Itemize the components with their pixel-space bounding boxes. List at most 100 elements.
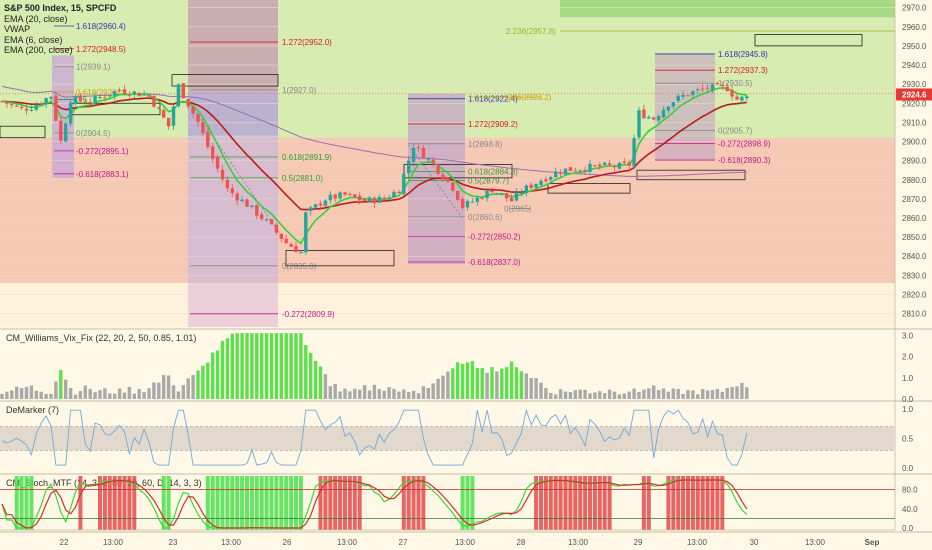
- stoch-signal-bar-69: [338, 476, 343, 530]
- price-tick-3: 2940.0: [902, 61, 927, 70]
- candle-body-92: [451, 182, 455, 191]
- stoch-signal-bar-132: [646, 476, 651, 530]
- candle-body-30: [147, 95, 151, 97]
- price-tick-1: 2960.0: [902, 23, 927, 32]
- vix-bar-152: [745, 387, 749, 399]
- vix-bar-43: [211, 352, 215, 399]
- vix-bar-126: [617, 394, 622, 399]
- vix-bar-46: [225, 338, 230, 399]
- price-tick-11: 2860.0: [902, 214, 927, 223]
- vix-bar-63: [309, 352, 313, 399]
- time-tick-10: 29: [634, 538, 643, 547]
- vix-bar-107: [524, 373, 528, 399]
- vix-bar-77: [377, 389, 381, 399]
- stoch-signal-bar-23: [112, 476, 117, 530]
- vix-bar-79: [387, 387, 391, 399]
- candle-body-101: [495, 192, 499, 194]
- vix-bar-140: [686, 389, 690, 399]
- vix-bar-65: [318, 366, 323, 399]
- session-box-23-bottom: [188, 283, 278, 327]
- candle-body-44: [215, 157, 220, 169]
- fib-label-27: 1(2930.5): [718, 79, 753, 88]
- fib-label-11: 0.5(2881.0): [282, 174, 323, 183]
- candle-body-32: [157, 107, 161, 109]
- fib-label-30: -0.618(2890.3): [718, 156, 771, 165]
- vix-bar-20: [98, 390, 102, 399]
- candle-body-71: [348, 193, 352, 195]
- candle-body-45: [220, 169, 225, 180]
- candle-body-79: [387, 197, 391, 200]
- stoch-signal-bar-58: [284, 476, 289, 530]
- time-tick-13: 13:00: [805, 538, 826, 547]
- candle-body-83: [407, 160, 411, 174]
- vix-tick-3: 0.0: [902, 395, 914, 404]
- fib-label-20: -0.272(2850.2): [468, 233, 521, 242]
- stoch-signal-bar-124: [607, 476, 612, 530]
- candle-body-17: [83, 101, 87, 103]
- candle-body-53: [260, 214, 264, 220]
- candle-body-88: [431, 159, 435, 164]
- stoch-signal-bar-57: [279, 476, 284, 530]
- vix-bar-50: [245, 333, 249, 399]
- stoch-signal-bar-84: [411, 476, 416, 530]
- vix-bar-105: [514, 367, 519, 399]
- candle-body-144: [705, 87, 710, 89]
- candle-body-87: [426, 158, 430, 160]
- stoch-signal-bar-142: [695, 476, 700, 530]
- vix-title: CM_Williams_Vix_Fix (22, 20, 2, 50, 0.85…: [6, 333, 196, 343]
- fib-label-28: 0(2905.7): [718, 127, 753, 136]
- stoch-signal-bar-70: [343, 476, 347, 530]
- candle-body-81: [397, 191, 401, 194]
- stoch-signal-bar-56: [274, 476, 279, 530]
- vix-bar-132: [647, 388, 651, 399]
- fib-label-16: 1(2898.8): [468, 140, 503, 149]
- stoch-signal-bar-6: [29, 476, 34, 530]
- vix-bar-121: [593, 392, 597, 399]
- stoch-signal-bar-144: [705, 476, 710, 530]
- vix-bar-70: [343, 388, 347, 399]
- vix-bar-82: [402, 389, 406, 399]
- vix-bar-116: [568, 392, 573, 399]
- candle-body-18: [88, 101, 92, 104]
- stoch-signal-bar-49: [240, 476, 245, 530]
- time-tick-4: 26: [283, 538, 292, 547]
- candle-body-73: [358, 195, 362, 201]
- vix-bar-42: [206, 362, 210, 399]
- vix-bar-131: [642, 389, 646, 399]
- candle-body-35: [171, 106, 176, 126]
- vix-bar-91: [446, 371, 450, 399]
- vix-bar-142: [696, 394, 700, 399]
- stoch-signal-bar-73: [357, 476, 362, 530]
- stoch-signal-bar-25: [122, 476, 127, 530]
- candle-body-111: [544, 179, 548, 182]
- vix-bar-57: [279, 333, 283, 399]
- time-tick-9: 13:00: [568, 538, 589, 547]
- price-tick-8: 2890.0: [902, 157, 927, 166]
- stoch-signal-bar-46: [225, 476, 230, 530]
- stoch-signal-bar-55: [269, 476, 274, 530]
- stoch-signal-bar-118: [578, 476, 583, 530]
- price-tick-12: 2850.0: [902, 233, 927, 242]
- stoch-signal-bar-27: [132, 476, 137, 530]
- vix-bar-71: [348, 391, 352, 399]
- vix-bar-119: [583, 389, 587, 399]
- vix-bar-98: [480, 368, 484, 399]
- candle-body-27: [132, 91, 136, 95]
- vix-bar-128: [627, 391, 631, 399]
- candle-body-26: [127, 94, 132, 96]
- stoch-tick-0: 80.0: [902, 486, 918, 495]
- vix-bar-61: [299, 333, 303, 399]
- stoch-signal-bar-96: [470, 476, 475, 530]
- price-tick-2: 2950.0: [902, 42, 927, 51]
- price-tick-9: 2880.0: [902, 176, 927, 185]
- vix-bar-48: [235, 333, 239, 399]
- vix-bar-13: [64, 379, 68, 399]
- vix-bar-86: [421, 386, 426, 399]
- vix-bar-62: [304, 345, 308, 399]
- candle-body-24: [117, 90, 122, 92]
- candle-body-76: [372, 197, 377, 204]
- fib-label-13: -0.272(2809.9): [282, 310, 335, 319]
- vix-bar-113: [554, 394, 558, 399]
